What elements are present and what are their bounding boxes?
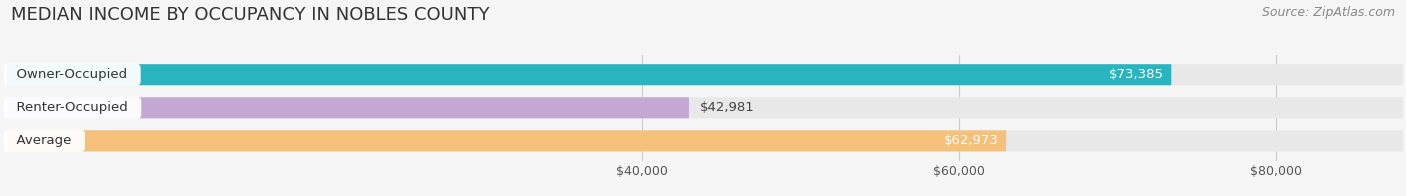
FancyBboxPatch shape xyxy=(7,64,1171,85)
Text: $42,981: $42,981 xyxy=(700,101,755,114)
Text: $62,973: $62,973 xyxy=(945,134,1000,147)
Text: MEDIAN INCOME BY OCCUPANCY IN NOBLES COUNTY: MEDIAN INCOME BY OCCUPANCY IN NOBLES COU… xyxy=(11,6,489,24)
Text: Owner-Occupied: Owner-Occupied xyxy=(8,68,136,81)
FancyBboxPatch shape xyxy=(7,64,1403,85)
FancyBboxPatch shape xyxy=(7,130,1403,151)
Text: Renter-Occupied: Renter-Occupied xyxy=(8,101,136,114)
Text: $73,385: $73,385 xyxy=(1109,68,1164,81)
FancyBboxPatch shape xyxy=(7,97,689,118)
Text: Source: ZipAtlas.com: Source: ZipAtlas.com xyxy=(1261,6,1395,19)
FancyBboxPatch shape xyxy=(7,97,1403,118)
Text: Average: Average xyxy=(8,134,80,147)
FancyBboxPatch shape xyxy=(7,130,1007,151)
